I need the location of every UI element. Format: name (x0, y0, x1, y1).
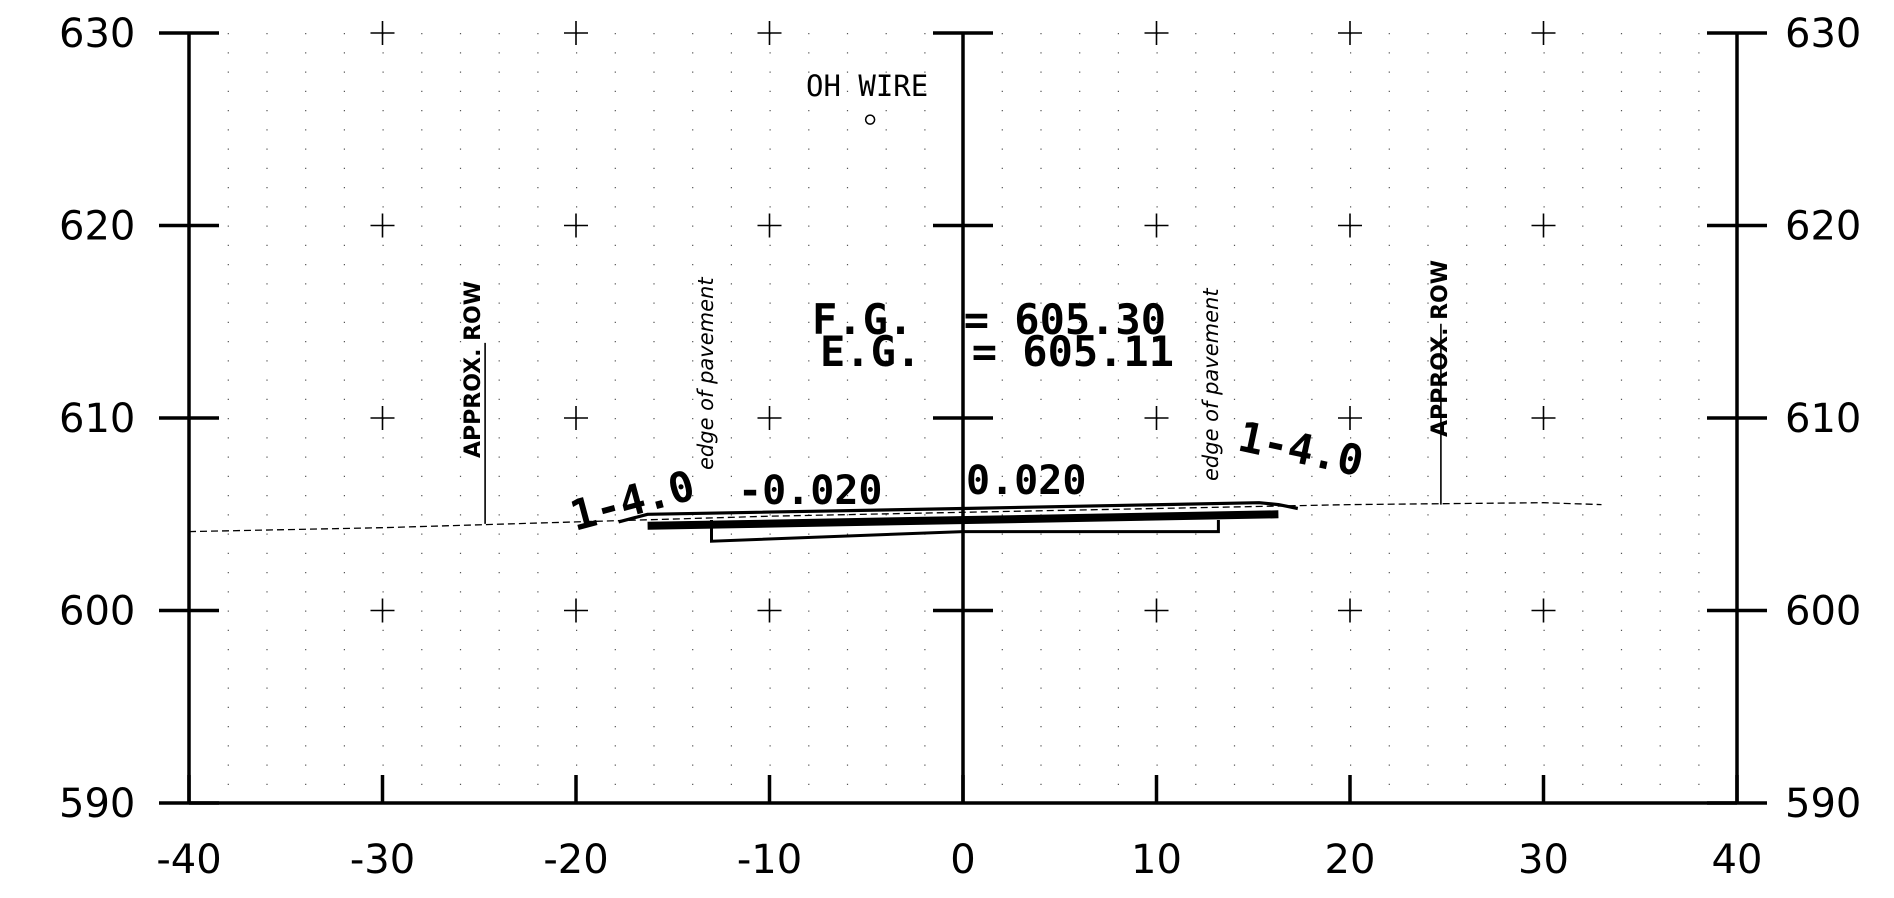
oh-wire-marker (864, 114, 876, 125)
grid-plus-marks (370, 21, 1556, 623)
grid-plus (757, 213, 782, 238)
existing-ground-line (188, 502, 1602, 533)
y-tick-label: 590 (1785, 781, 1861, 827)
grid-plus (757, 598, 782, 623)
cross-slope-left: -0.020 (738, 468, 883, 514)
grid-plus (1531, 406, 1556, 430)
grid-plus (1144, 406, 1169, 430)
edge-of-pavement-right: edge of pavement (1199, 288, 1223, 481)
x-tick-label: -30 (350, 837, 415, 883)
grid-plus (564, 213, 588, 238)
x-tick-label: -20 (543, 837, 608, 883)
grid-plus (1338, 213, 1362, 238)
y-tick-labels-right: 590 600 610 620 630 (1785, 11, 1861, 827)
x-tick-label: 40 (1712, 837, 1763, 883)
grid-plus (564, 406, 588, 430)
y-tick-label: 610 (1785, 396, 1861, 442)
y-tick-label: 610 (59, 396, 135, 442)
row-right-label: APPROX. ROW (1428, 260, 1453, 437)
row-left-label: APPROX. ROW (461, 281, 486, 458)
edge-of-pavement-left: edge of pavement (694, 277, 718, 470)
x-tick-label: 30 (1518, 837, 1569, 883)
cross-slope-right: 0.020 (966, 458, 1086, 504)
grid-plus (1144, 598, 1169, 623)
grid-plus (1338, 21, 1362, 45)
grid-plus (1144, 21, 1169, 45)
grid-plus (564, 598, 588, 623)
grid-plus (370, 598, 395, 623)
x-tick-label: 0 (950, 837, 975, 883)
grid-plus (757, 21, 782, 45)
grid-plus (370, 406, 395, 430)
y-tick-label: 620 (59, 204, 135, 250)
y-tick-labels-left: 590 600 610 620 630 (59, 11, 135, 827)
slope-label-right: 1-4.0 (1234, 412, 1368, 486)
axes-frame (159, 31, 1767, 805)
grid-plus (564, 21, 588, 45)
grid-plus (1531, 213, 1556, 238)
existing-grade-label: E.G. = 605.11 (820, 327, 1174, 376)
grid-plus (1338, 598, 1362, 623)
x-tick-labels: -40 -30 -20 -10 0 10 20 30 40 (156, 837, 1762, 883)
grid-plus (757, 406, 782, 430)
y-tick-label: 630 (59, 11, 135, 57)
grid-plus (1338, 406, 1362, 430)
oh-wire-label: OH WIRE (806, 69, 928, 103)
x-tick-label: -10 (737, 837, 802, 883)
finished-grade-label: F.G. = 605.30 (812, 295, 1166, 344)
grid-plus (370, 213, 395, 238)
pavement-base-line (647, 510, 1279, 530)
section-geometry (188, 114, 1602, 543)
y-tick-label: 590 (59, 781, 135, 827)
y-tick-label: 600 (59, 589, 135, 635)
finished-grade-line (618, 501, 1299, 524)
grid-plus (1531, 21, 1556, 45)
grid-plus (370, 21, 395, 45)
subbase-outline (710, 520, 1220, 543)
grid-plus (1531, 598, 1556, 623)
y-tick-label: 620 (1785, 204, 1861, 250)
x-tick-label: 10 (1131, 837, 1182, 883)
x-tick-label: -40 (156, 837, 221, 883)
y-tick-label: 630 (1785, 11, 1861, 57)
x-tick-label: 20 (1325, 837, 1376, 883)
grid-plus (1144, 213, 1169, 238)
y-tick-label: 600 (1785, 589, 1861, 635)
